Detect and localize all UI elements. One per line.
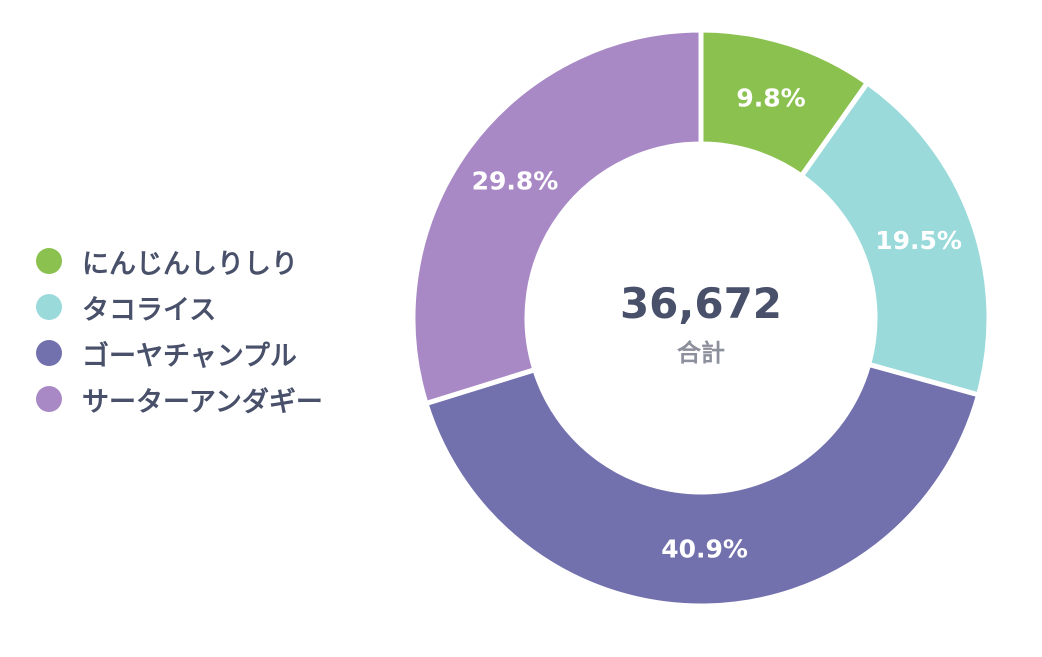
legend-swatch <box>36 248 62 274</box>
slice-value-label: 9.8% <box>736 83 805 112</box>
center-total-caption: 合計 <box>677 339 725 367</box>
legend-item: タコライス <box>36 284 323 330</box>
legend-swatch <box>36 340 62 366</box>
legend-label: にんじんしりしり <box>82 248 298 280</box>
donut-slices <box>410 27 992 609</box>
slice-value-label: 19.5% <box>875 226 962 255</box>
donut-slice <box>798 79 992 398</box>
legend-swatch <box>36 294 62 320</box>
legend-item: ゴーヤチャンプル <box>36 330 323 376</box>
center-total-value: 36,672 <box>620 279 782 328</box>
donut-slice <box>410 27 704 407</box>
donut-slice <box>422 361 982 609</box>
chart-legend: にんじんしりしり タコライス ゴーヤチャンプル サーターアンダギー <box>36 238 323 422</box>
slice-labels: 9.8% 19.5% 40.9% 29.8% <box>472 83 962 563</box>
legend-item: にんじんしりしり <box>36 238 323 284</box>
legend-label: サーターアンダギー <box>82 386 323 418</box>
slice-value-label: 40.9% <box>661 534 748 563</box>
legend-swatch <box>36 386 62 412</box>
legend-label: タコライス <box>82 294 217 326</box>
legend-label: ゴーヤチャンプル <box>82 340 297 372</box>
legend-item: サーターアンダギー <box>36 376 323 422</box>
slice-value-label: 29.8% <box>472 167 559 196</box>
